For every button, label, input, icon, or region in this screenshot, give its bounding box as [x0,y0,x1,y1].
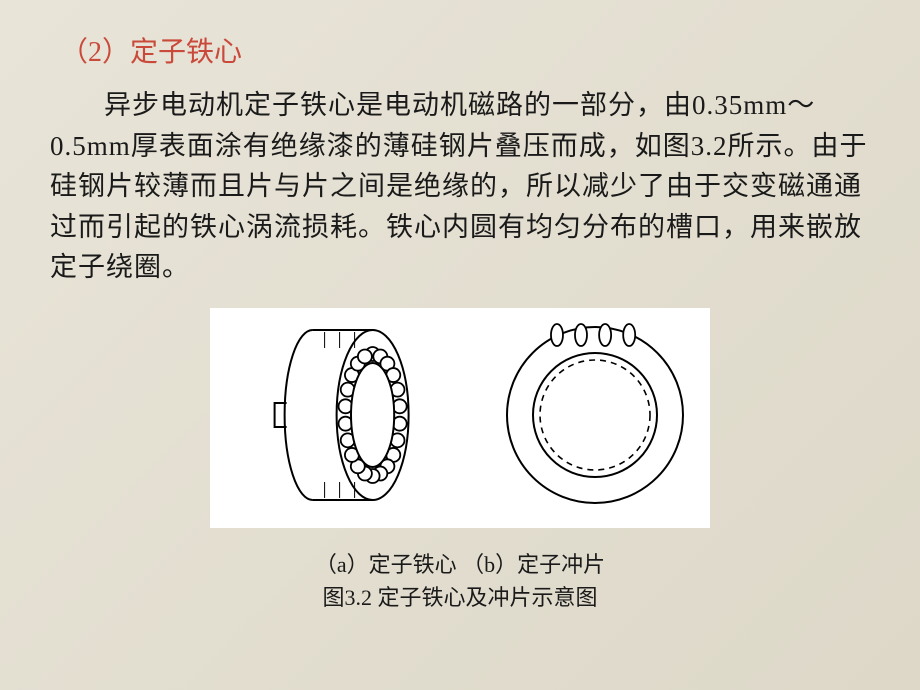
section-heading: （2）定子铁心 [60,30,870,70]
figure-a-stator-core [230,315,460,520]
figure-container [210,308,710,528]
figure-caption: （a）定子铁心 （b）定子冲片 图3.2 定子铁心及冲片示意图 [50,548,870,614]
stator-core-diagram [230,315,460,515]
caption-title: 图3.2 定子铁心及冲片示意图 [50,581,870,614]
caption-labels: （a）定子铁心 （b）定子冲片 [50,548,870,581]
body-paragraph: 异步电动机定子铁心是电动机磁路的一部分，由0.35mm～0.5mm厚表面涂有绝缘… [50,85,870,288]
figure-b-stator-lamination [500,320,690,515]
stator-lamination-diagram [500,320,690,510]
